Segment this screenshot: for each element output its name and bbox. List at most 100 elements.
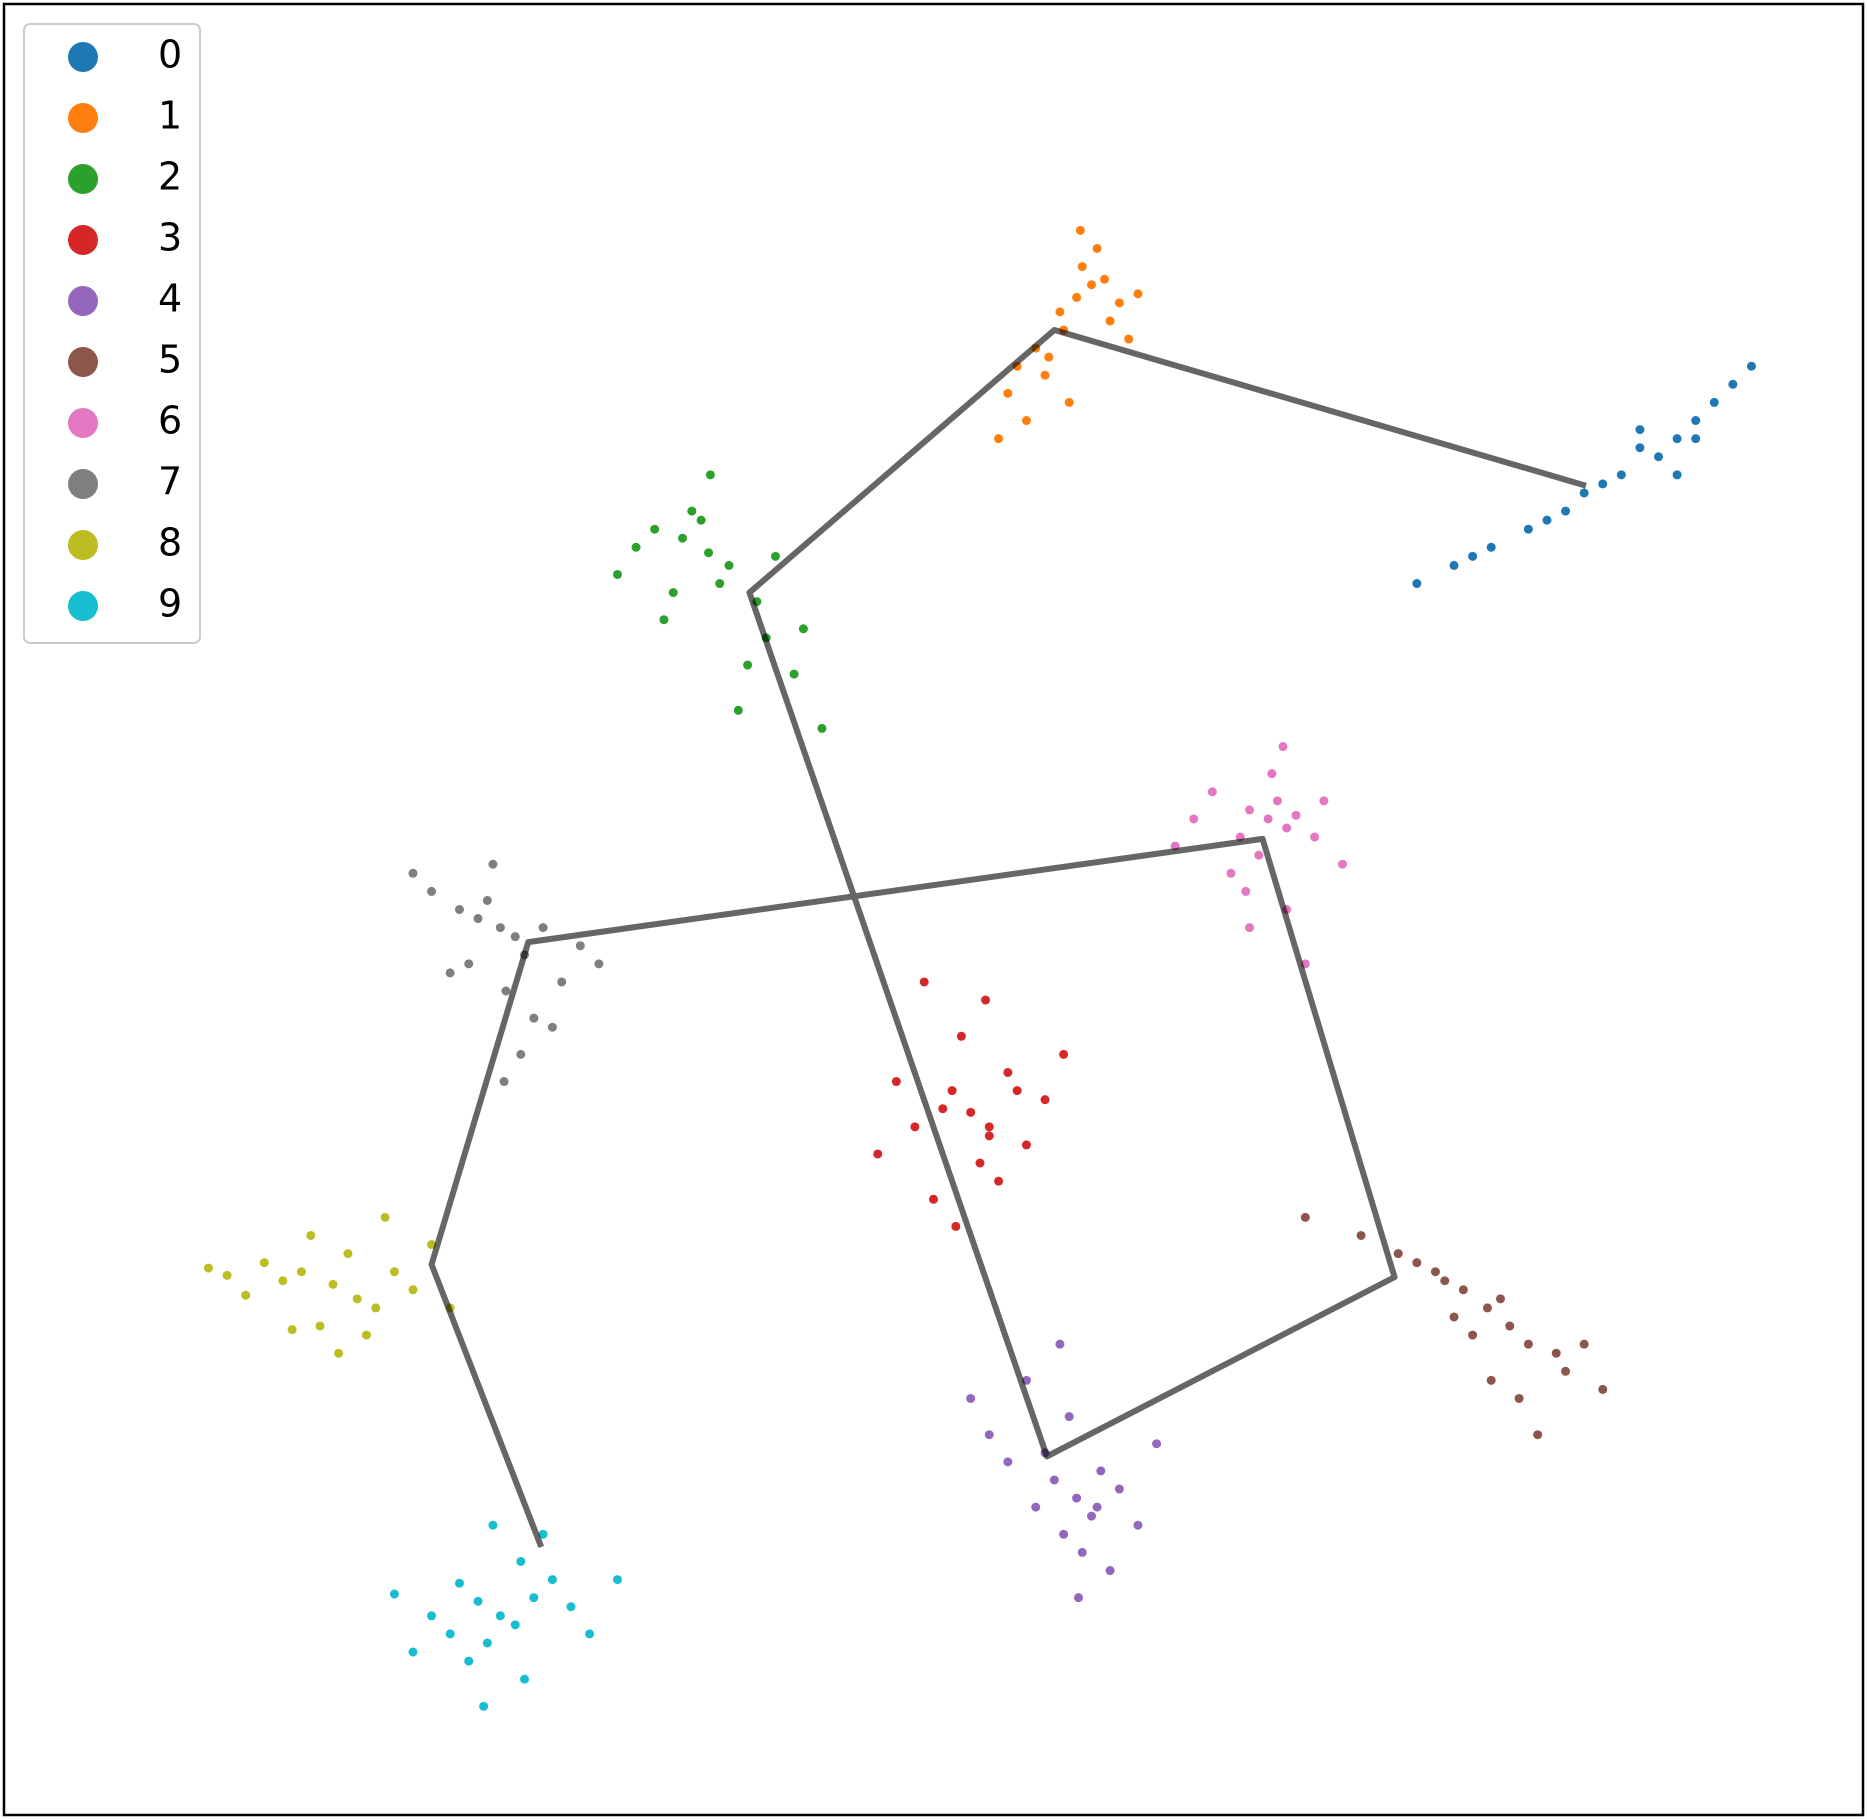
point bbox=[696, 515, 706, 525]
point bbox=[1003, 1067, 1013, 1077]
point bbox=[427, 1611, 437, 1621]
point bbox=[1319, 796, 1329, 806]
legend-label: 5 bbox=[158, 338, 182, 382]
point bbox=[966, 1393, 976, 1403]
point bbox=[495, 923, 505, 933]
point bbox=[547, 1575, 557, 1585]
point bbox=[687, 506, 697, 516]
point bbox=[287, 1325, 297, 1335]
point bbox=[1468, 551, 1478, 561]
point bbox=[328, 1279, 338, 1289]
point bbox=[1393, 1249, 1403, 1259]
legend-label: 2 bbox=[158, 155, 182, 199]
point bbox=[1300, 1212, 1310, 1222]
point bbox=[343, 1249, 353, 1259]
point bbox=[241, 1290, 251, 1300]
point bbox=[547, 1022, 557, 1032]
point bbox=[445, 1629, 455, 1639]
point bbox=[427, 886, 437, 896]
point bbox=[1709, 397, 1719, 407]
point bbox=[408, 868, 418, 878]
point bbox=[1495, 1294, 1505, 1304]
point bbox=[873, 1149, 883, 1159]
point bbox=[1430, 1267, 1440, 1277]
point bbox=[1031, 1502, 1041, 1512]
point bbox=[1072, 292, 1082, 302]
point bbox=[1055, 1339, 1065, 1349]
point bbox=[1672, 434, 1682, 444]
point bbox=[352, 1294, 362, 1304]
point bbox=[1672, 470, 1682, 480]
point bbox=[1105, 1566, 1115, 1576]
point bbox=[984, 1131, 994, 1141]
point bbox=[1114, 298, 1124, 308]
legend-marker bbox=[68, 347, 98, 377]
point bbox=[1412, 579, 1422, 589]
point bbox=[1523, 1339, 1533, 1349]
point bbox=[538, 923, 548, 933]
point bbox=[1075, 225, 1085, 235]
point bbox=[1598, 1384, 1608, 1394]
point bbox=[389, 1589, 399, 1599]
point bbox=[1012, 1086, 1022, 1096]
point bbox=[222, 1270, 232, 1280]
point bbox=[733, 705, 743, 715]
point bbox=[516, 1049, 526, 1059]
point bbox=[306, 1230, 316, 1240]
point bbox=[454, 905, 464, 914]
point bbox=[817, 723, 827, 733]
point bbox=[510, 1620, 520, 1630]
point bbox=[389, 1267, 399, 1277]
point bbox=[1100, 274, 1110, 284]
point bbox=[951, 1221, 961, 1231]
point bbox=[1551, 1348, 1561, 1358]
point bbox=[1077, 1547, 1087, 1557]
point bbox=[705, 470, 715, 480]
point bbox=[473, 914, 483, 924]
point bbox=[1207, 787, 1217, 797]
point bbox=[482, 1638, 492, 1648]
point bbox=[1092, 1502, 1102, 1512]
point bbox=[1579, 488, 1589, 498]
point bbox=[659, 615, 669, 625]
point bbox=[278, 1276, 288, 1286]
point bbox=[529, 1593, 539, 1603]
point bbox=[1272, 796, 1282, 806]
point bbox=[1691, 434, 1701, 444]
point bbox=[1077, 262, 1087, 272]
legend-label: 8 bbox=[158, 521, 182, 565]
point bbox=[966, 1107, 976, 1117]
point bbox=[1114, 1484, 1124, 1494]
point bbox=[1087, 280, 1097, 290]
point bbox=[566, 1602, 576, 1612]
point bbox=[1635, 443, 1645, 453]
point bbox=[1040, 370, 1050, 380]
point bbox=[1072, 1493, 1082, 1503]
point bbox=[594, 959, 604, 969]
point bbox=[488, 1520, 498, 1530]
point bbox=[1505, 1321, 1515, 1331]
legend-marker bbox=[68, 42, 98, 72]
point bbox=[938, 1104, 948, 1114]
legend-label: 9 bbox=[158, 582, 182, 626]
point bbox=[585, 1629, 595, 1639]
point bbox=[975, 1158, 985, 1168]
point bbox=[499, 1077, 509, 1087]
legend-marker bbox=[68, 408, 98, 438]
point bbox=[1105, 316, 1115, 326]
point bbox=[1189, 814, 1199, 824]
point bbox=[1356, 1230, 1366, 1240]
point bbox=[516, 1556, 526, 1566]
point bbox=[1245, 923, 1255, 933]
legend: 0 1 2 3 4 5 6 7 8 9 bbox=[68, 33, 182, 626]
point bbox=[947, 1086, 957, 1096]
point bbox=[910, 1122, 920, 1132]
point bbox=[464, 959, 474, 969]
point bbox=[668, 588, 678, 598]
point bbox=[1635, 425, 1645, 435]
point bbox=[1096, 1466, 1106, 1476]
point bbox=[1133, 1520, 1143, 1530]
point bbox=[770, 551, 780, 561]
